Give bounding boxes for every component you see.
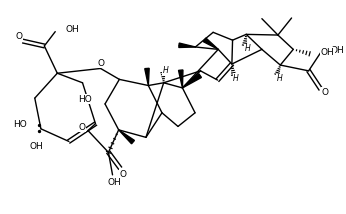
Polygon shape [182, 74, 201, 88]
Text: H: H [233, 74, 239, 83]
Text: OH: OH [331, 46, 345, 55]
Text: O: O [321, 88, 328, 97]
Polygon shape [203, 38, 218, 49]
Text: OH: OH [320, 48, 334, 56]
Text: O: O [119, 170, 126, 179]
Polygon shape [145, 68, 149, 86]
Text: O: O [15, 32, 22, 41]
Text: O: O [98, 58, 105, 67]
Text: H: H [277, 74, 282, 83]
Text: HO: HO [13, 120, 27, 129]
Polygon shape [119, 130, 135, 144]
Text: H: H [163, 66, 169, 75]
Text: OH: OH [107, 178, 121, 187]
Text: OH: OH [65, 25, 79, 34]
Polygon shape [179, 70, 183, 88]
Text: HO: HO [78, 95, 92, 104]
Polygon shape [179, 43, 195, 48]
Text: H: H [245, 44, 251, 53]
Text: OH: OH [30, 142, 44, 151]
Text: O: O [78, 123, 85, 132]
